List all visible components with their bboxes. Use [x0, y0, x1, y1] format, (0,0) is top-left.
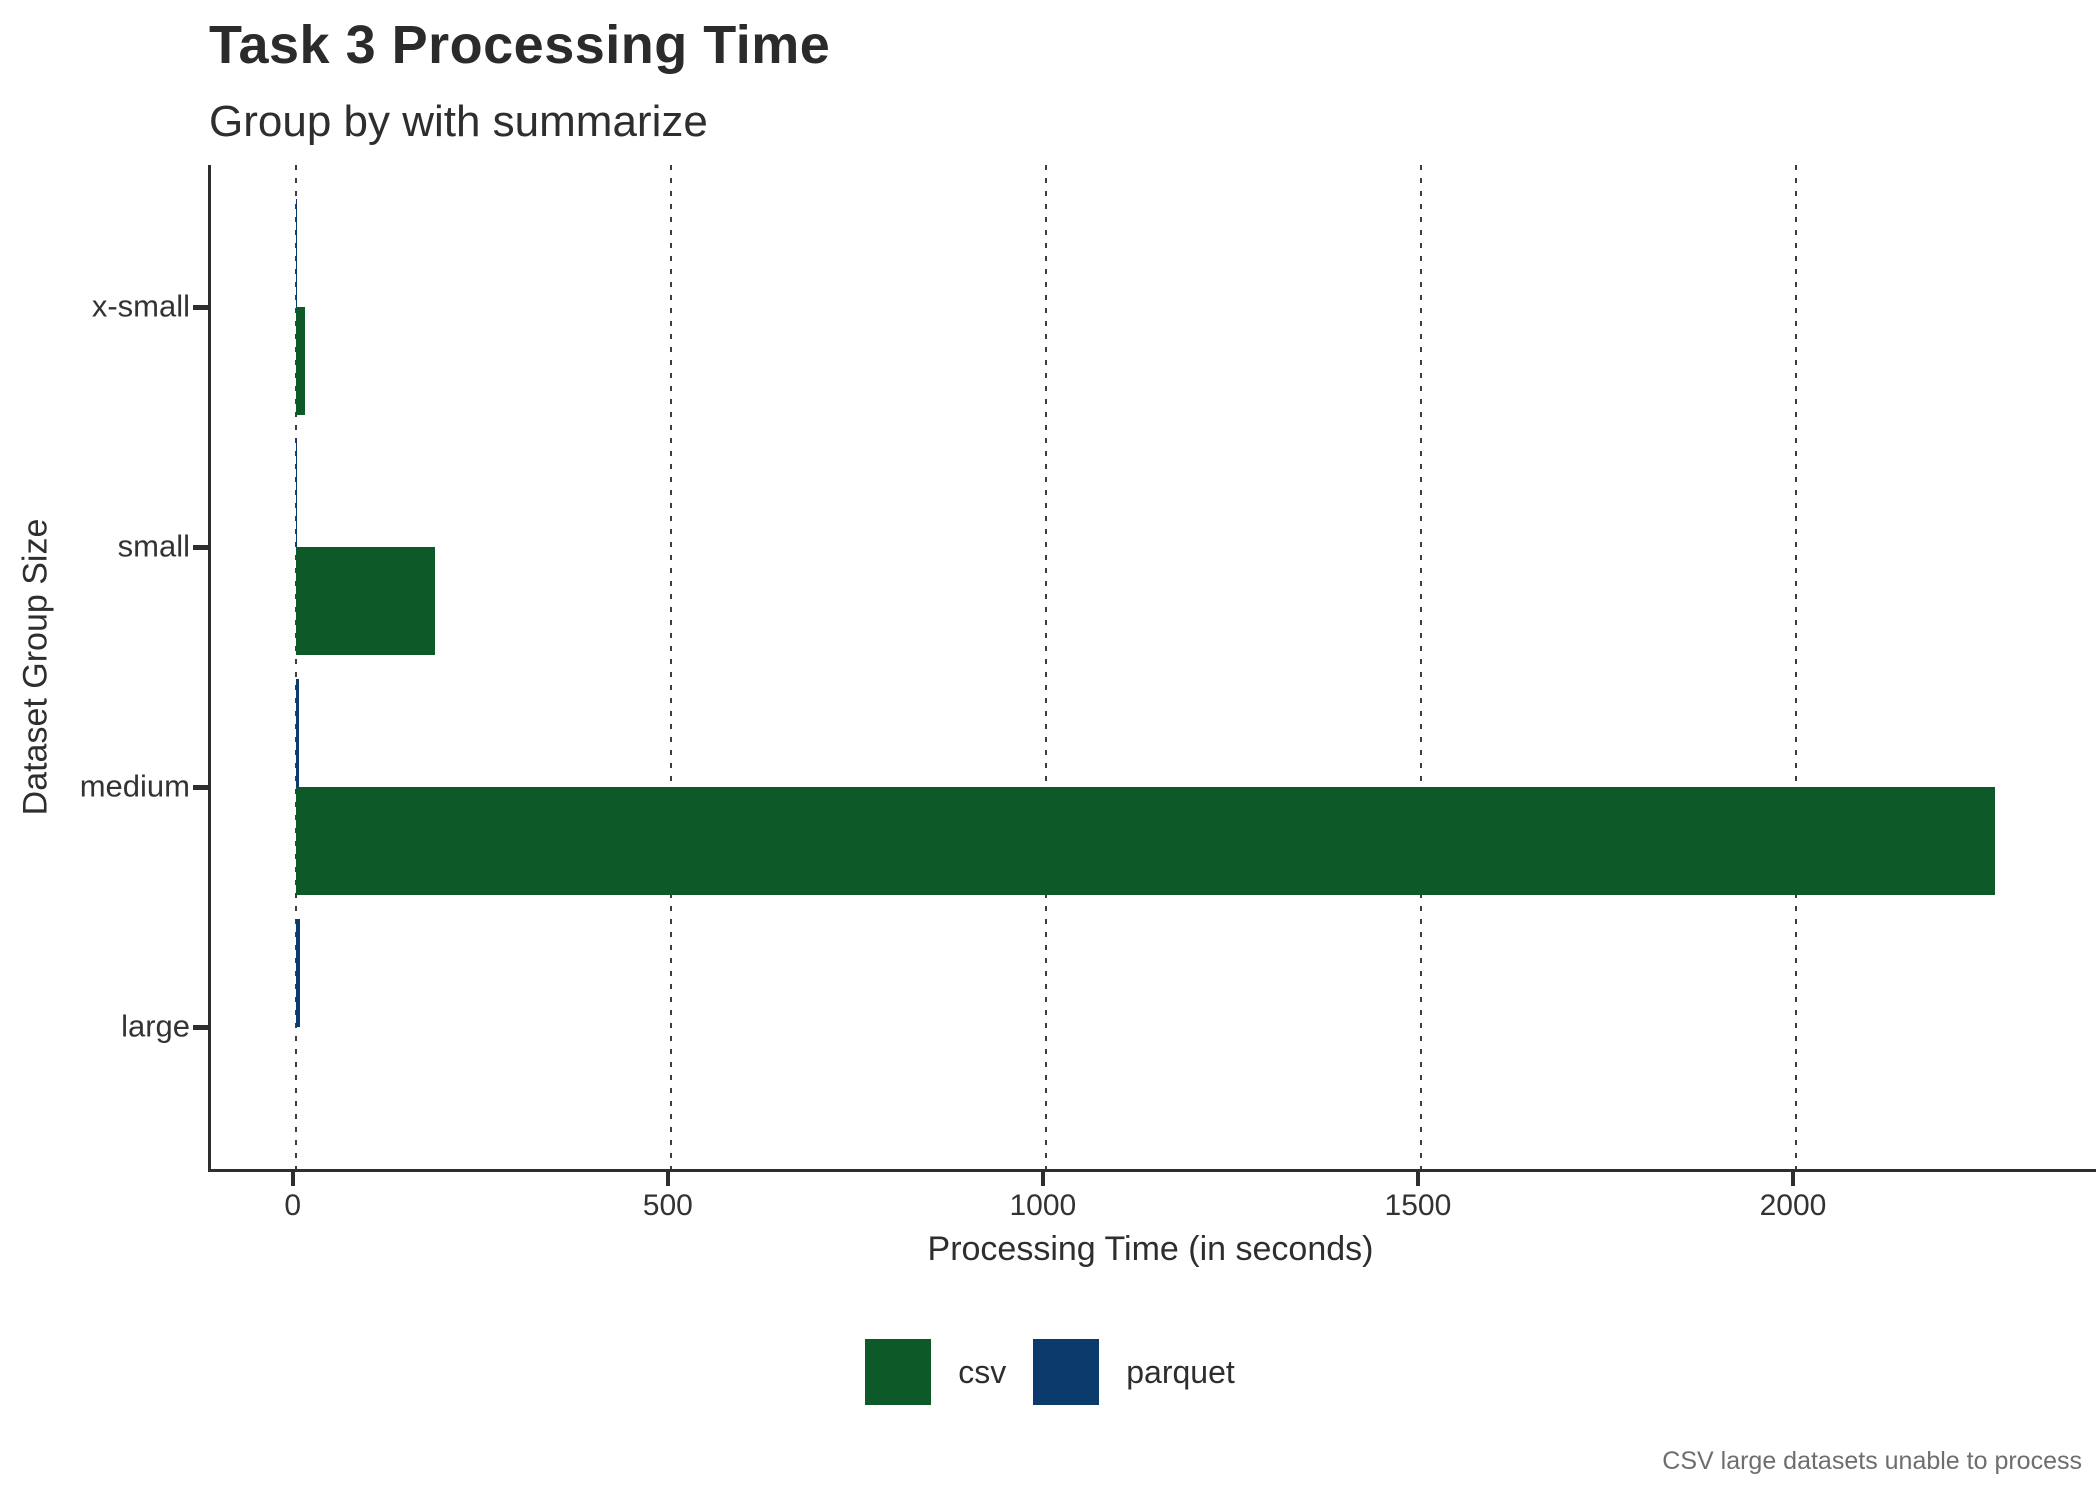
x-axis-label-500: 500	[642, 1189, 693, 1222]
legend-swatch-parquet	[1033, 1339, 1100, 1405]
x-axis-tick-1500	[1415, 1172, 1420, 1186]
bar-csv-medium	[295, 787, 1995, 895]
gridline-x-0	[294, 165, 297, 1169]
bar-parquet-large	[295, 919, 301, 1027]
y-axis-title: Dataset Group Size	[16, 518, 55, 816]
x-axis-tick-0	[290, 1172, 295, 1186]
y-axis-label-x-small: x-small	[91, 288, 190, 324]
chart-caption: CSV large datasets unable to process	[1662, 1447, 2082, 1475]
x-axis-label-1500: 1500	[1384, 1189, 1452, 1222]
y-axis-label-small: small	[117, 528, 190, 564]
chart-title: Task 3 Processing Time	[209, 15, 831, 75]
x-axis-tick-1000	[1040, 1172, 1045, 1186]
legend: csv parquet	[0, 1339, 2100, 1405]
bar-csv-small	[295, 547, 435, 655]
y-axis-tick-large	[193, 1025, 208, 1030]
gridline-x-500	[669, 165, 672, 1169]
bar-parquet-medium	[295, 679, 299, 787]
x-axis-title: Processing Time (in seconds)	[927, 1230, 1374, 1268]
y-axis-tick-x-small	[193, 305, 208, 310]
chart-subtitle: Group by with summarize	[209, 97, 708, 146]
y-axis-label-medium: medium	[79, 768, 190, 804]
x-axis-label-1000: 1000	[1009, 1189, 1077, 1222]
gridline-x-2000	[1794, 165, 1797, 1169]
gridline-x-1500	[1419, 165, 1422, 1169]
legend-item-parquet: parquet	[1033, 1339, 1235, 1405]
legend-swatch-csv	[865, 1339, 932, 1405]
x-axis-label-0: 0	[284, 1189, 302, 1222]
x-axis-tick-2000	[1790, 1172, 1795, 1186]
plot-panel	[208, 165, 2096, 1172]
legend-label-parquet: parquet	[1126, 1353, 1235, 1390]
y-axis-tick-medium	[193, 785, 208, 790]
y-axis-tick-small	[193, 545, 208, 550]
y-axis-label-large: large	[121, 1008, 190, 1044]
x-axis-label-2000: 2000	[1759, 1189, 1827, 1222]
bar-csv-x-small	[295, 307, 305, 415]
legend-item-csv: csv	[865, 1339, 1006, 1405]
legend-label-csv: csv	[958, 1353, 1007, 1390]
bar-parquet-small	[295, 439, 298, 547]
gridline-x-1000	[1044, 165, 1047, 1169]
x-axis-tick-500	[665, 1172, 670, 1186]
